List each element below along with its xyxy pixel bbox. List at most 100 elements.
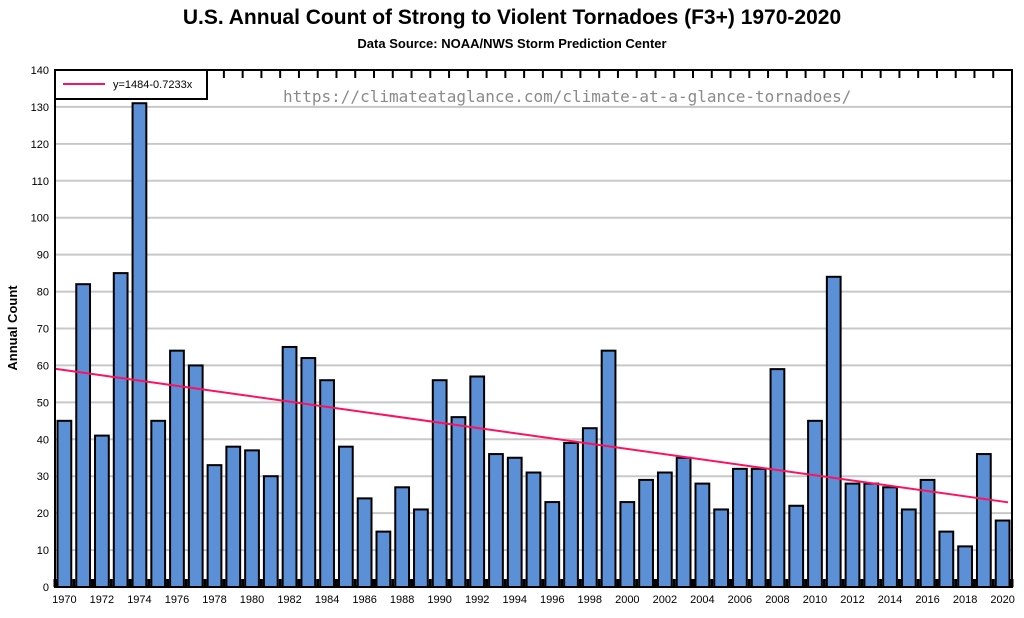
bar-1977 bbox=[187, 364, 204, 588]
bar-1974 bbox=[131, 102, 148, 588]
x-tick-label: 1976 bbox=[165, 594, 189, 606]
bar-2005 bbox=[713, 508, 730, 589]
bar-1988 bbox=[394, 486, 411, 588]
bar-1986 bbox=[356, 497, 373, 588]
bar-1983 bbox=[300, 357, 317, 588]
x-tick-label: 2008 bbox=[765, 594, 789, 606]
y-tick-label: 30 bbox=[37, 471, 49, 483]
x-tick-label: 2018 bbox=[953, 594, 977, 606]
y-tick-label: 80 bbox=[37, 287, 49, 299]
bar-1979 bbox=[225, 445, 242, 588]
y-tick-label: 60 bbox=[37, 360, 49, 372]
y-tick-label: 50 bbox=[37, 397, 49, 409]
bar-1999 bbox=[600, 349, 617, 588]
bar-2015 bbox=[900, 508, 917, 589]
x-tick-label: 2014 bbox=[878, 594, 902, 606]
bar-2003 bbox=[675, 456, 692, 588]
bar-1980 bbox=[244, 449, 260, 588]
x-tick-label: 1980 bbox=[240, 594, 264, 606]
bar-1970 bbox=[56, 419, 73, 589]
bar-2004 bbox=[694, 482, 711, 589]
bar-2007 bbox=[750, 467, 767, 589]
bar-1991 bbox=[450, 416, 467, 588]
bar-2014 bbox=[882, 486, 898, 588]
watermark-url: https://climateataglance.com/climate-at-… bbox=[283, 87, 851, 106]
x-tick-label: 1990 bbox=[427, 594, 451, 606]
bar-1998 bbox=[581, 427, 598, 589]
bar-2010 bbox=[807, 419, 823, 589]
bar-2011 bbox=[825, 275, 842, 588]
bar-1981 bbox=[262, 475, 279, 589]
x-tick-label: 2012 bbox=[840, 594, 864, 606]
bar-2016 bbox=[919, 478, 936, 588]
bar-2012 bbox=[844, 482, 861, 589]
bar-2017 bbox=[938, 530, 955, 588]
x-tick-label: 1992 bbox=[465, 594, 489, 606]
bar-2000 bbox=[619, 501, 636, 589]
bar-1973 bbox=[112, 272, 129, 588]
x-tick-label: 1978 bbox=[202, 594, 226, 606]
bar-1997 bbox=[563, 441, 579, 588]
x-tick-label: 2002 bbox=[653, 594, 677, 606]
bar-1990 bbox=[431, 379, 448, 589]
bar-2009 bbox=[788, 504, 805, 588]
chart-title: U.S. Annual Count of Strong to Violent T… bbox=[182, 6, 842, 29]
bar-1985 bbox=[337, 445, 354, 588]
x-tick-label: 2020 bbox=[990, 594, 1014, 606]
x-tick-label: 2000 bbox=[615, 594, 639, 606]
y-tick-label: 130 bbox=[31, 102, 49, 114]
bar-2008 bbox=[769, 368, 786, 588]
x-tick-label: 1996 bbox=[540, 594, 564, 606]
bar-1992 bbox=[469, 375, 486, 588]
x-tick-label: 2016 bbox=[915, 594, 939, 606]
plot-frame bbox=[54, 69, 1013, 588]
bar-2020 bbox=[994, 519, 1011, 588]
x-tick-label: 1994 bbox=[502, 594, 526, 606]
x-tick-label: 1986 bbox=[352, 594, 376, 606]
bar-1994 bbox=[506, 456, 523, 588]
bar-1995 bbox=[525, 471, 542, 588]
legend-box bbox=[54, 69, 208, 100]
x-tick-label: 2006 bbox=[728, 594, 752, 606]
bar-2013 bbox=[863, 482, 880, 589]
x-tick-label: 1988 bbox=[390, 594, 414, 606]
y-tick-label: 40 bbox=[37, 434, 49, 446]
x-tick-label: 1998 bbox=[578, 594, 602, 606]
bar-2002 bbox=[656, 471, 673, 588]
bar-1984 bbox=[319, 379, 335, 589]
x-tick-label: 2004 bbox=[690, 594, 714, 606]
bar-2019 bbox=[975, 453, 992, 588]
y-axis-label: Annual Count bbox=[5, 285, 20, 371]
y-tick-label: 100 bbox=[31, 213, 49, 225]
x-tick-label: 1984 bbox=[315, 594, 339, 606]
trendline bbox=[54, 367, 1009, 504]
y-tick-label: 70 bbox=[37, 324, 49, 336]
bar-1996 bbox=[544, 501, 561, 589]
y-tick-label: 10 bbox=[37, 545, 49, 557]
x-tick-label: 1972 bbox=[90, 594, 114, 606]
bar-2018 bbox=[957, 545, 973, 589]
chart-subtitle: Data Source: NOAA/NWS Storm Prediction C… bbox=[357, 36, 667, 51]
y-tick-label: 0 bbox=[43, 582, 49, 594]
x-tick-label: 2010 bbox=[803, 594, 827, 606]
y-tick-label: 20 bbox=[37, 508, 49, 520]
x-tick-label: 1982 bbox=[277, 594, 301, 606]
bar-2001 bbox=[638, 478, 654, 588]
y-tick-label: 140 bbox=[31, 65, 49, 77]
y-tick-label: 90 bbox=[37, 250, 49, 262]
legend-label: y=1484-0.7233x bbox=[113, 79, 193, 91]
x-tick-label: 1974 bbox=[127, 594, 151, 606]
bar-1978 bbox=[206, 464, 223, 588]
bar-1989 bbox=[413, 508, 429, 589]
bar-1975 bbox=[150, 419, 167, 589]
bar-2006 bbox=[732, 467, 748, 589]
x-tick-label: 1970 bbox=[52, 594, 76, 606]
bar-1972 bbox=[94, 434, 110, 589]
y-tick-label: 110 bbox=[31, 176, 49, 188]
bar-1987 bbox=[375, 530, 392, 588]
bar-1982 bbox=[281, 345, 298, 589]
bar-1993 bbox=[488, 453, 504, 588]
bar-1971 bbox=[75, 283, 92, 588]
y-tick-label: 120 bbox=[31, 139, 49, 151]
